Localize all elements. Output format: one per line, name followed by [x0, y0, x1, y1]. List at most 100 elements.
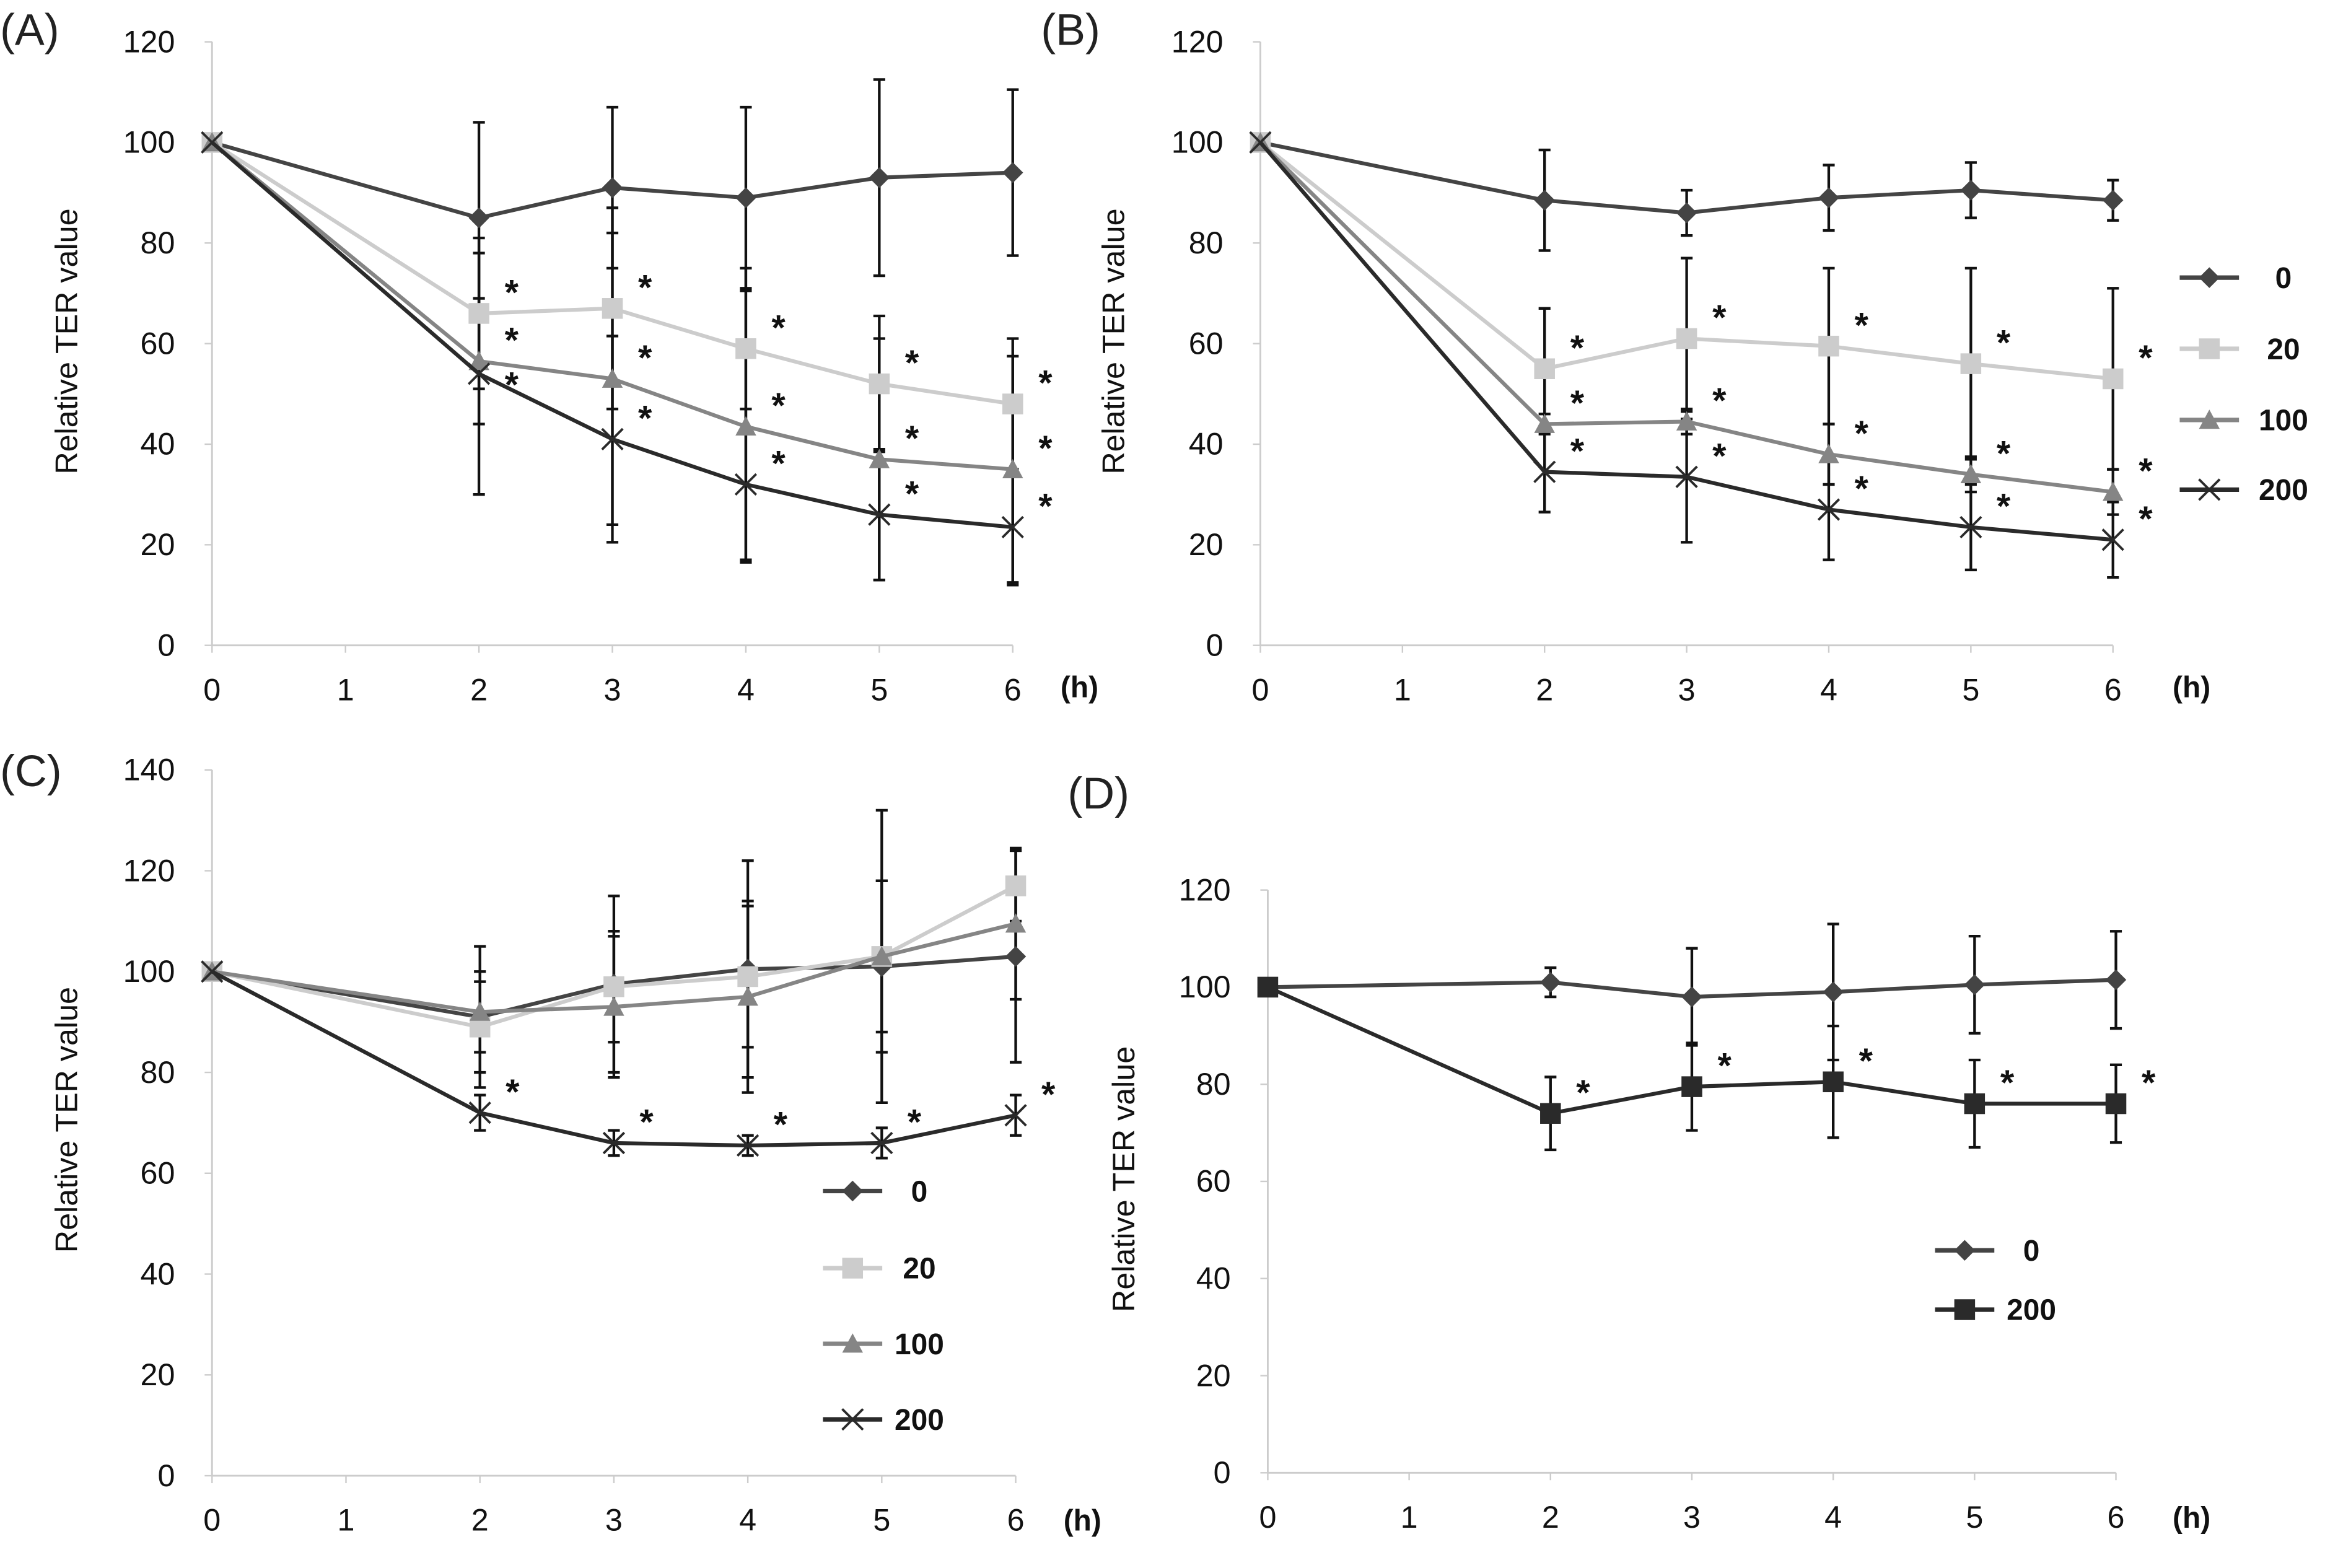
series-line-200: [211, 970, 1017, 1148]
diamond-marker: [1005, 946, 1027, 967]
significance-star: *: [1712, 298, 1727, 338]
x-tick-label: 2: [1542, 1500, 1559, 1535]
legend-label: 0: [2275, 262, 2292, 295]
significance-star: *: [774, 1105, 788, 1145]
significance-star: *: [2139, 338, 2153, 378]
significance-star: *: [638, 399, 652, 439]
legend-label: 0: [911, 1175, 928, 1208]
x-marker: [602, 1131, 626, 1155]
y-tick-label: 140: [123, 753, 175, 787]
x-tick-label: 5: [1962, 672, 1979, 707]
triangle-marker: [1534, 413, 1555, 433]
panel-label: (A): [0, 5, 59, 55]
significance-star: *: [771, 386, 786, 426]
legend-item-20: 20: [823, 1253, 936, 1285]
significance-star: *: [1854, 414, 1868, 453]
x-tick-label: 4: [739, 1503, 756, 1538]
significance-star: *: [1712, 381, 1727, 421]
significance-star: *: [1997, 487, 2011, 527]
diamond-marker: [842, 1180, 864, 1202]
triangle-marker: [735, 416, 756, 436]
significance-star: *: [505, 321, 519, 361]
y-tick-label: 80: [1196, 1067, 1231, 1102]
square-marker: [2102, 368, 2124, 390]
legend-label: 100: [2259, 405, 2308, 437]
square-marker: [1005, 875, 1027, 896]
y-tick-label: 100: [123, 954, 175, 989]
series-line-0: [1268, 978, 2116, 999]
significance-star: *: [2000, 1063, 2015, 1103]
x-marker: [1959, 515, 1982, 539]
panel-label: (D): [1067, 769, 1129, 818]
diamond-marker: [2199, 267, 2220, 288]
x-tick-label: 1: [1394, 672, 1411, 707]
significance-star: *: [638, 338, 652, 378]
significance-star: *: [1038, 429, 1053, 468]
x-tick-label: 1: [337, 672, 354, 707]
square-marker: [1954, 1299, 1976, 1320]
x-marker: [1249, 131, 1272, 154]
y-tick-label: 120: [123, 853, 175, 888]
diamond-marker: [602, 177, 623, 198]
legend-label: 20: [903, 1253, 935, 1285]
series-line-20: [211, 884, 1017, 1030]
triangle-marker: [871, 946, 893, 966]
square-marker: [602, 298, 623, 319]
y-tick-label: 40: [141, 1256, 175, 1291]
diamond-marker: [1676, 202, 1697, 224]
y-tick-label: 20: [141, 1357, 175, 1392]
x-tick-label: 3: [605, 1503, 623, 1538]
diamond-marker: [1823, 981, 1844, 1003]
x-marker: [868, 503, 891, 526]
diamond-marker: [1681, 986, 1702, 1007]
series-line-20: [1259, 141, 2114, 381]
panel-c: (C)Relative TER value0204060801001201400…: [0, 747, 1101, 1538]
x-axis-unit: (h): [1064, 1505, 1101, 1538]
x-tick-label: 6: [2104, 672, 2122, 707]
x-tick-label: 2: [470, 672, 488, 707]
diamond-marker: [735, 187, 756, 208]
significance-star: *: [505, 365, 519, 405]
y-tick-label: 40: [141, 427, 175, 462]
x-marker: [737, 1134, 760, 1157]
x-marker: [1533, 460, 1556, 483]
x-marker: [1675, 465, 1698, 488]
y-tick-label: 60: [141, 1156, 175, 1191]
square-marker: [1002, 393, 1023, 414]
legend-label: 200: [2259, 474, 2308, 507]
x-axis-unit: (h): [2173, 671, 2210, 704]
diamond-marker: [1002, 162, 1023, 183]
significance-star: *: [905, 474, 919, 514]
significance-star: *: [1712, 436, 1727, 476]
triangle-marker: [869, 449, 890, 468]
significance-star: *: [1997, 434, 2011, 473]
x-marker: [2101, 528, 2124, 551]
x-tick-label: 4: [1824, 1500, 1842, 1535]
significance-star: *: [638, 268, 652, 307]
significance-star: *: [506, 1072, 520, 1112]
square-marker: [1676, 328, 1697, 349]
series-line-200: [211, 141, 1014, 530]
legend-label: 0: [2023, 1235, 2040, 1268]
triangle-marker: [2199, 410, 2220, 429]
y-tick-label: 40: [1196, 1261, 1231, 1295]
significance-star: *: [2139, 452, 2153, 491]
y-tick-label: 80: [141, 1055, 175, 1090]
y-tick-label: 120: [1179, 872, 1231, 907]
square-marker: [869, 373, 890, 395]
triangle-marker: [469, 1001, 491, 1021]
triangle-marker: [842, 1333, 864, 1353]
diamond-marker: [1954, 1240, 1976, 1261]
significance-star: *: [1041, 1075, 1056, 1115]
diamond-marker: [1960, 180, 1982, 201]
legend-item-0: 0: [1935, 1235, 2040, 1268]
square-marker: [1681, 1076, 1702, 1097]
series-line-100: [211, 141, 1013, 471]
square-marker: [737, 966, 758, 988]
x-marker: [201, 960, 224, 983]
series-line-0: [211, 954, 1016, 1019]
series-line-200: [1259, 141, 2114, 542]
triangle-marker: [1676, 411, 1697, 431]
